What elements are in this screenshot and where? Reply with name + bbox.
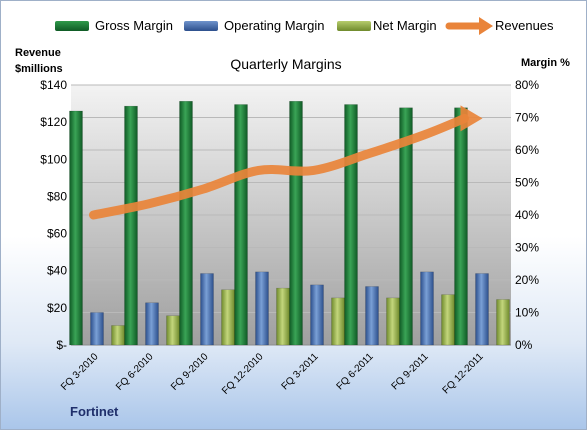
bar-operating-margin [90, 312, 104, 346]
x-tick-label: FQ 9-2010 [169, 351, 211, 393]
bar-net-margin [221, 289, 235, 346]
legend-label-operating: Operating Margin [224, 18, 325, 33]
bar-gross-margin [234, 104, 248, 346]
y-tick-label: $120 [40, 115, 67, 129]
bar-operating-margin [145, 302, 159, 346]
x-tick-label: FQ 3-2011 [280, 351, 321, 392]
bar-net-margin [111, 325, 125, 346]
left-axis-title: Revenue $millions [15, 45, 63, 77]
y2-tick-label: 80% [515, 78, 539, 92]
bar-operating-margin [365, 286, 379, 346]
legend: Gross Margin Operating Margin Net Margin… [1, 1, 586, 41]
y2-tick-label: 10% [515, 306, 539, 320]
y2-tick-label: 30% [515, 241, 539, 255]
y-tick-label: $100 [40, 152, 67, 166]
y2-tick-label: 40% [515, 208, 539, 222]
bar-gross-margin [124, 105, 138, 346]
bar-net-margin [276, 287, 290, 346]
bar-net-margin [441, 294, 455, 346]
bar-operating-margin [310, 284, 324, 346]
revenue-line-arrowhead [460, 105, 483, 132]
bar-operating-margin [475, 273, 489, 346]
legend-label-gross: Gross Margin [95, 18, 174, 33]
left-axis-title-line1: Revenue [15, 47, 61, 59]
legend-label-net: Net Margin [373, 18, 437, 33]
bar-gross-margin [344, 104, 358, 346]
y2-tick-label: 20% [515, 273, 539, 287]
y-tick-label: $40 [47, 264, 67, 278]
x-tick-label: FQ 12-2011 [441, 351, 486, 396]
revenue-line [89, 113, 469, 220]
bar-operating-margin [200, 273, 214, 346]
y2-tick-label: 60% [515, 143, 539, 157]
bar-net-margin [331, 297, 345, 346]
legend-swatch-net [337, 21, 371, 31]
legend-label-revenues: Revenues [495, 18, 554, 33]
bar-net-margin [496, 299, 510, 346]
footer-company: Fortinet [70, 404, 119, 419]
bar-gross-margin [289, 101, 303, 346]
y-tick-label: $60 [47, 227, 67, 241]
bar-net-margin [386, 297, 400, 346]
x-tick-label: FQ 12-2010 [220, 351, 266, 397]
chart-title: Quarterly Margins [230, 56, 342, 72]
y-tick-label: $140 [40, 78, 67, 92]
bar-gross-margin [69, 110, 83, 346]
x-tick-label: FQ 9-2011 [390, 351, 431, 392]
left-axis-title-line2: $millions [15, 63, 63, 75]
y2-tick-label: 0% [515, 338, 533, 352]
x-tick-label: FQ 3-2010 [59, 351, 101, 393]
bar-operating-margin [420, 271, 434, 346]
legend-swatch-operating [184, 21, 218, 31]
bar-operating-margin [255, 271, 269, 346]
legend-swatch-gross [55, 21, 89, 31]
legend-swatch-revenues [445, 17, 493, 35]
bar-gross-margin [399, 107, 413, 346]
y-tick-label: $- [56, 338, 67, 352]
bar-gross-margin [179, 101, 193, 346]
y-tick-label: $80 [47, 189, 67, 203]
x-tick-label: FQ 6-2010 [114, 351, 156, 393]
y-tick-label: $20 [47, 301, 67, 315]
bar-gross-margin [454, 107, 468, 346]
x-tick-label: FQ 6-2011 [335, 351, 376, 392]
bar-net-margin [166, 315, 180, 346]
y2-tick-label: 70% [515, 111, 539, 125]
right-axis-title: Margin % [521, 57, 570, 69]
y2-tick-label: 50% [515, 176, 539, 190]
